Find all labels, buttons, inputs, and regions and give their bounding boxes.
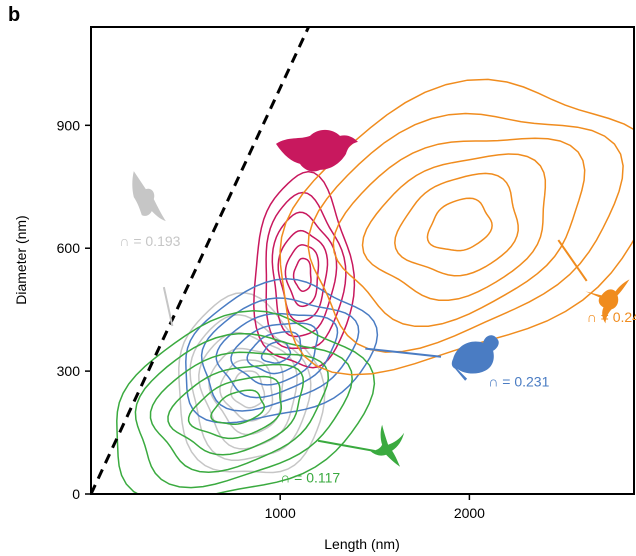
y-tick-label: 900 <box>57 117 81 133</box>
hummingbird-leader-line <box>557 239 588 282</box>
contour-layer <box>116 78 634 494</box>
plot-area <box>91 27 634 494</box>
pheasant-contours <box>253 170 356 369</box>
pheasant-contour-level <box>292 257 312 292</box>
hummingbird-icon <box>585 279 630 324</box>
owl-contour-level <box>230 370 266 409</box>
hummingbird-contour-level <box>394 172 519 277</box>
swallow-icon <box>370 424 405 467</box>
y-tick-label: 0 <box>72 486 80 502</box>
duck-contour-level <box>246 330 303 375</box>
hummingbird-contour-level <box>307 112 624 353</box>
swallow-silhouette <box>370 424 405 467</box>
hummingbird-contour-level <box>426 197 493 252</box>
owl-overlap-label: ∩ = 0.193 <box>119 233 180 249</box>
owl-contour-level <box>178 292 326 474</box>
hummingbird-contours <box>279 78 634 376</box>
duck-contour-level <box>215 312 339 399</box>
pheasant-contour-level <box>253 170 356 369</box>
swallow-contours <box>116 309 376 494</box>
duck-leader-line <box>365 347 442 358</box>
owl-icon <box>132 171 166 222</box>
hummingbird-silhouette <box>585 279 630 324</box>
hummingbird-overlap-label: ∩ = 0.241 <box>587 309 636 325</box>
swallow-contour-level <box>116 309 376 494</box>
owl-silhouette <box>132 171 166 222</box>
duck-overlap-label: ∩ = 0.231 <box>488 374 549 390</box>
hummingbird-contour-level <box>361 153 547 302</box>
owl-contour-level <box>219 359 274 422</box>
y-axis-label: Diameter (nm) <box>13 215 29 304</box>
swallow-contour-level <box>149 351 330 474</box>
hummingbird-contour-level <box>332 137 586 328</box>
y-tick-label: 600 <box>57 240 81 256</box>
swallow-leader-line <box>317 439 375 452</box>
hummingbird-contour-level <box>279 78 634 376</box>
pheasant-silhouette <box>276 129 358 172</box>
bird-icon-layer <box>132 129 630 467</box>
swallow-contour-level <box>167 363 305 456</box>
pheasant-contour-level <box>284 244 320 308</box>
plot-frame <box>90 26 635 495</box>
duck-contour-level <box>185 278 379 424</box>
x-tick-label: 2000 <box>454 505 485 521</box>
pheasant-contour-level <box>271 211 338 338</box>
pheasant-icon <box>276 129 358 172</box>
axis-ticks: 1000 2000 0 300 600 900 <box>57 117 486 521</box>
swallow-overlap-label: ∩ = 0.117 <box>280 470 340 486</box>
duck-silhouette <box>451 335 499 381</box>
owl-leader-line <box>162 286 174 327</box>
duck-icon <box>451 335 499 381</box>
owl-contour-level <box>208 347 284 436</box>
pheasant-contour-level <box>265 191 347 349</box>
reference-line-layer <box>91 27 310 494</box>
swallow-contour-level <box>210 389 266 426</box>
pheasant-contour-level <box>277 229 329 323</box>
x-tick-label: 1000 <box>265 505 296 521</box>
swallow-contour-level <box>187 375 283 440</box>
swallow-contour-level <box>134 332 353 489</box>
x-axis-label: Length (nm) <box>324 536 399 552</box>
dashed-reference-line <box>91 27 310 494</box>
panel-label: b <box>8 4 21 26</box>
annotation-layer: ∩ = 0.193 ∩ = 0.231 ∩ = 0.117 ∩ = 0.241 <box>119 233 636 485</box>
y-tick-label: 300 <box>57 363 81 379</box>
